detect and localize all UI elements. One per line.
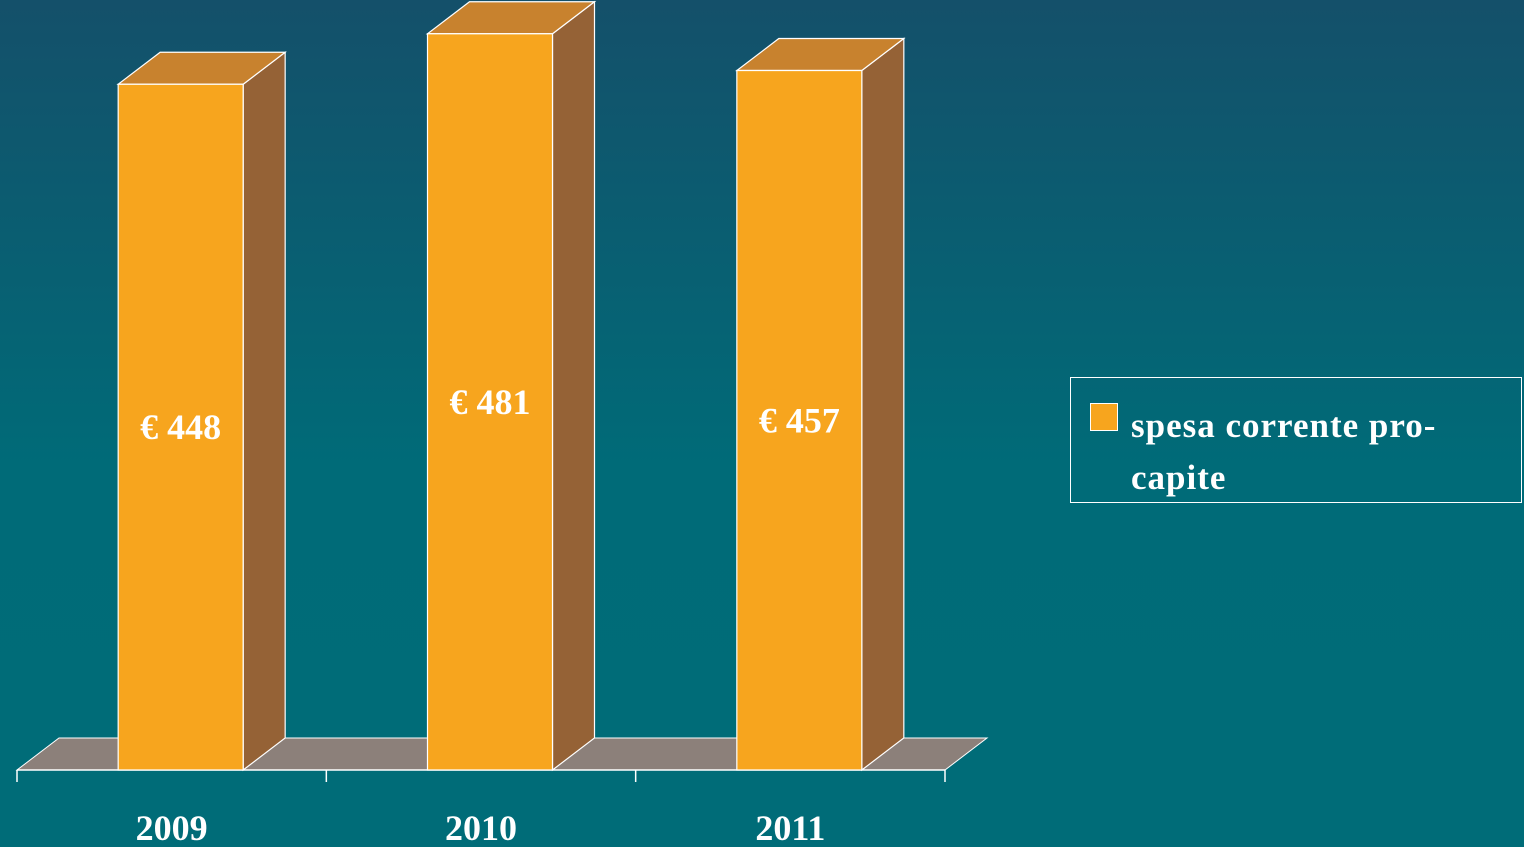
bar: [116, 51, 287, 772]
legend-swatch: [1090, 403, 1118, 431]
bar-front: [426, 33, 554, 771]
bar-side: [861, 37, 905, 772]
data-label: € 481: [450, 382, 531, 422]
x-tick-label: 2011: [755, 808, 825, 847]
bar-front: [736, 69, 863, 771]
bar: [735, 37, 906, 772]
data-label: € 457: [759, 400, 840, 440]
bar-front: [117, 83, 244, 771]
data-label: € 448: [140, 407, 221, 447]
x-tick-label: 2010: [445, 808, 517, 847]
bar: [425, 0, 597, 772]
legend: spesa corrente pro-capite: [1070, 377, 1522, 503]
bar-side: [551, 0, 596, 772]
bar-side: [242, 51, 286, 772]
legend-label: spesa corrente pro-capite: [1131, 406, 1437, 497]
x-tick-label: 2009: [136, 808, 208, 847]
